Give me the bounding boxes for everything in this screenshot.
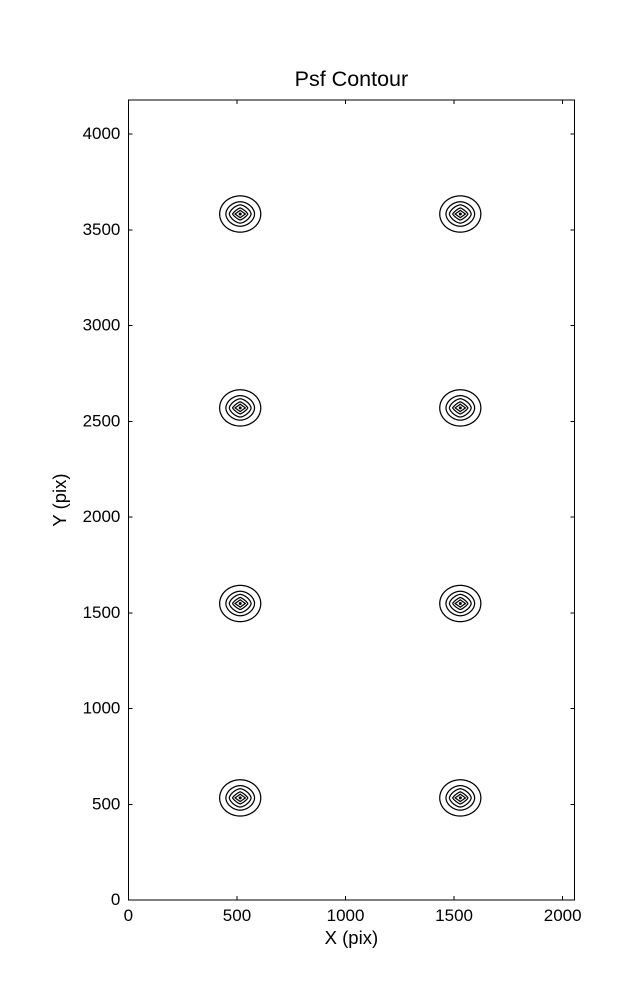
svg-text:Psf Contour: Psf Contour	[295, 67, 409, 91]
svg-text:Y (pix): Y (pix)	[49, 473, 70, 526]
svg-text:3000: 3000	[83, 316, 121, 335]
svg-text:0: 0	[124, 906, 133, 925]
svg-text:1500: 1500	[435, 906, 473, 925]
svg-text:2000: 2000	[544, 906, 582, 925]
svg-text:1000: 1000	[83, 699, 121, 718]
svg-text:2000: 2000	[83, 507, 121, 526]
svg-text:2500: 2500	[83, 411, 121, 430]
svg-text:1500: 1500	[83, 603, 121, 622]
svg-text:3500: 3500	[83, 220, 121, 239]
svg-text:4000: 4000	[83, 124, 121, 143]
svg-text:X (pix): X (pix)	[325, 927, 378, 948]
svg-text:0: 0	[111, 890, 120, 909]
svg-text:500: 500	[92, 794, 120, 813]
svg-text:500: 500	[223, 906, 251, 925]
svg-text:1000: 1000	[327, 906, 365, 925]
